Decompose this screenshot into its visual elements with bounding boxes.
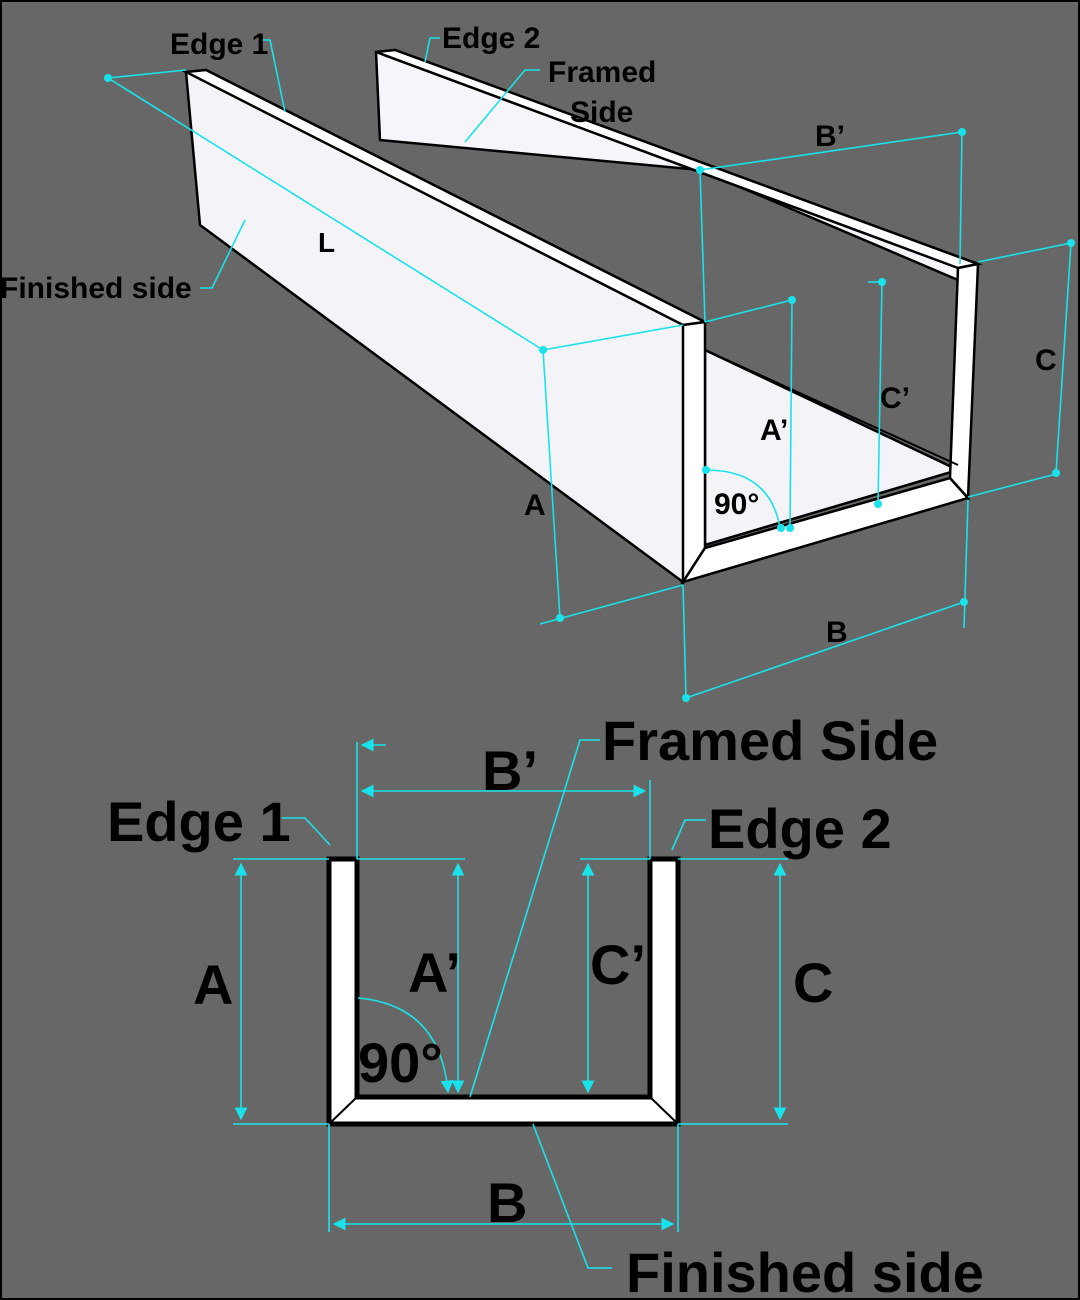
iso-framed-side-label: Framed <box>548 56 656 89</box>
section-miter-left <box>328 1096 358 1125</box>
section-framed-side-label: Framed Side <box>602 709 938 772</box>
section-edge1-label: Edge 1 <box>107 790 291 853</box>
section-dim-a-prime-label: A’ <box>408 941 461 1004</box>
iso-length-label: L <box>318 227 335 258</box>
iso-framed-side-label-2: Side <box>570 96 633 129</box>
iso-dim-a-label: A <box>524 489 546 522</box>
iso-inner-corner <box>704 349 959 466</box>
iso-dim-b-prime-label: B’ <box>815 120 845 153</box>
iso-dim-a-prime-label: A’ <box>760 414 788 447</box>
section-angle-label: 90° <box>358 1031 443 1094</box>
section-dim-c-label: C <box>793 951 833 1014</box>
isometric-view: Edge 1 Edge 2 Framed Side Finished side … <box>0 22 1075 702</box>
iso-dimension-lines <box>104 37 1075 702</box>
section-edge2-label: Edge 2 <box>708 797 892 860</box>
iso-angle-label: 90° <box>714 488 759 521</box>
section-dim-a-label: A <box>193 953 233 1016</box>
iso-dim-c-prime-label: C’ <box>880 382 910 415</box>
iso-dim-c-label: C <box>1035 344 1057 377</box>
section-finished-side-label: Finished side <box>626 1241 984 1300</box>
iso-edge1-label: Edge 1 <box>170 28 268 61</box>
section-miter-right <box>649 1096 679 1125</box>
iso-finished-side-label: Finished side <box>0 272 192 305</box>
section-view: Edge 1 Edge 2 Framed Side Finished side … <box>107 709 984 1300</box>
iso-edge2-label: Edge 2 <box>442 22 540 55</box>
section-dim-b-label: B <box>487 1171 527 1234</box>
iso-dim-b-label: B <box>826 616 848 649</box>
section-dim-c-prime-label: C’ <box>590 933 646 996</box>
section-dim-b-prime-label: B’ <box>482 739 538 802</box>
iso-end-left-leg <box>681 320 707 587</box>
section-dimension-lines <box>233 738 788 1269</box>
iso-end-right-leg <box>948 262 980 502</box>
